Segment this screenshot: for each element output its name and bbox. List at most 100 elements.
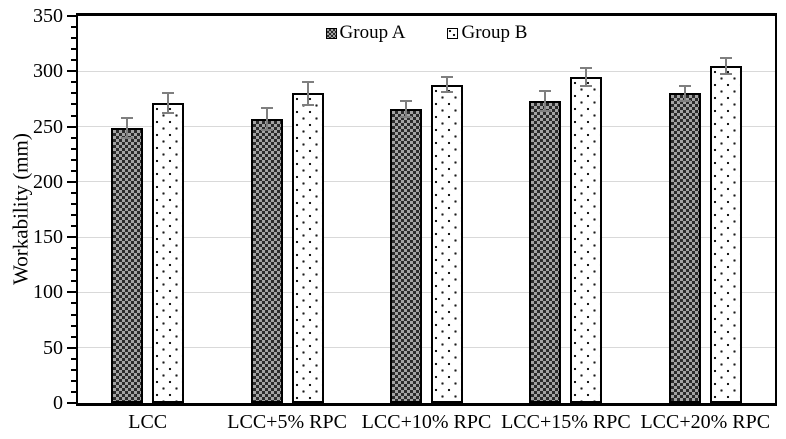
error-stem <box>265 106 268 131</box>
error-bar-group-b-1 <box>162 92 175 115</box>
y-minor-tick-90 <box>71 302 76 305</box>
error-cap-top <box>121 116 134 119</box>
bar-group-b-5 <box>709 65 742 403</box>
x-tick-label-3: LCC+10% RPC <box>361 411 492 433</box>
y-minor-tick-80 <box>71 313 76 316</box>
error-cap-top <box>400 100 412 103</box>
y-tick-label-50: 50 <box>43 336 63 359</box>
y-minor-tick-120 <box>71 269 76 272</box>
y-tick-label-250: 250 <box>33 115 63 138</box>
y-minor-tick-170 <box>71 214 76 217</box>
error-cap-top <box>301 81 314 84</box>
y-minor-tick-270 <box>71 103 76 106</box>
y-tick-label-350: 350 <box>33 5 63 27</box>
error-bar-group-b-5 <box>719 56 732 75</box>
bar-group-a-2 <box>250 118 283 403</box>
gridline-200 <box>78 181 775 183</box>
gridline-150 <box>78 236 775 238</box>
error-stem <box>585 66 588 87</box>
error-stem <box>306 81 309 106</box>
y-minor-tick-40 <box>71 357 76 360</box>
error-cap-top <box>580 66 593 69</box>
y-minor-tick-290 <box>71 81 76 84</box>
y-minor-tick-320 <box>71 48 76 51</box>
y-minor-tick-180 <box>71 202 76 205</box>
y-minor-tick-160 <box>71 225 76 228</box>
y-minor-tick-210 <box>71 169 76 172</box>
y-minor-tick-110 <box>71 280 76 283</box>
error-cap-top <box>719 56 732 59</box>
error-stem <box>405 100 407 118</box>
bar-group-a-1 <box>111 127 144 403</box>
y-minor-tick-230 <box>71 147 76 150</box>
y-minor-tick-10 <box>71 390 76 393</box>
bar-group-b-1 <box>152 103 185 403</box>
error-bar-group-a-4 <box>539 90 552 113</box>
error-stem <box>683 84 686 103</box>
error-bar-group-a-3 <box>400 100 412 118</box>
y-tick-label-200: 200 <box>33 170 63 193</box>
y-minor-tick-140 <box>71 247 76 250</box>
y-tick-label-100: 100 <box>33 281 63 304</box>
error-stem <box>126 116 129 139</box>
legend-label-group-a: Group A <box>339 22 406 43</box>
error-bar-group-b-3 <box>441 75 453 94</box>
error-cap-top <box>260 106 273 109</box>
y-major-tick-50 <box>67 346 76 349</box>
x-tick-label-4: LCC+15% RPC <box>501 411 631 433</box>
y-axis-title: Workability (mm) <box>8 133 33 285</box>
error-cap-bottom <box>400 115 412 118</box>
error-cap-bottom <box>678 100 691 103</box>
error-cap-bottom <box>719 72 732 75</box>
x-tick-label-2: LCC+5% RPC <box>227 411 347 433</box>
y-tick-label-300: 300 <box>33 60 63 83</box>
bar-group-b-4 <box>570 76 603 403</box>
error-cap-bottom <box>301 103 314 106</box>
y-minor-tick-70 <box>71 324 76 327</box>
legend-item-group-a: Group A <box>325 22 406 44</box>
bar-group-b-3 <box>431 84 463 403</box>
y-minor-tick-130 <box>71 258 76 261</box>
x-tick-label-1: LCC <box>128 411 168 433</box>
error-cap-top <box>539 90 552 93</box>
bar-group-b-2 <box>291 93 324 403</box>
y-minor-tick-20 <box>71 379 76 382</box>
error-stem <box>544 90 547 113</box>
y-minor-tick-310 <box>71 59 76 62</box>
error-cap-bottom <box>539 110 552 113</box>
y-minor-tick-190 <box>71 191 76 194</box>
error-cap-bottom <box>121 136 134 139</box>
group-b-dots-swatch-icon <box>447 27 459 39</box>
bar-group-a-4 <box>529 101 562 403</box>
y-minor-tick-60 <box>71 335 76 338</box>
y-minor-tick-280 <box>71 92 76 95</box>
y-minor-tick-220 <box>71 158 76 161</box>
y-major-tick-100 <box>67 291 76 294</box>
error-bar-group-b-4 <box>580 66 593 87</box>
y-minor-tick-340 <box>71 26 76 29</box>
bar-group-a-3 <box>390 108 422 403</box>
error-stem <box>446 75 448 94</box>
error-cap-bottom <box>580 84 593 87</box>
gridline-250 <box>78 126 775 128</box>
y-minor-tick-260 <box>71 114 76 117</box>
legend: Group A Group B <box>325 22 527 44</box>
plot-area: Group A Group B <box>76 13 777 406</box>
error-cap-top <box>678 84 691 87</box>
y-major-tick-200 <box>67 180 76 183</box>
y-minor-tick-30 <box>71 368 76 371</box>
y-major-tick-350 <box>67 15 76 17</box>
error-stem <box>167 92 170 115</box>
y-major-tick-300 <box>67 70 76 73</box>
error-bar-group-a-2 <box>260 106 273 131</box>
x-tick-label-5: LCC+20% RPC <box>640 411 771 433</box>
gridline-300 <box>78 70 775 72</box>
error-cap-top <box>162 92 175 95</box>
y-tick-label-0: 0 <box>53 392 63 414</box>
group-a-checker-swatch-icon <box>325 27 337 39</box>
y-major-tick-0 <box>67 402 76 404</box>
y-minor-tick-330 <box>71 37 76 40</box>
y-minor-tick-240 <box>71 136 76 139</box>
bar-group-a-5 <box>668 93 701 403</box>
